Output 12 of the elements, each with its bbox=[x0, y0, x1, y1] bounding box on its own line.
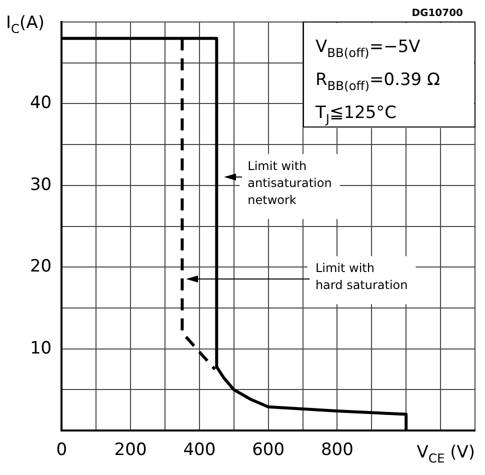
x-tick-label: 200 bbox=[114, 440, 147, 460]
x-tick-label: 800 bbox=[320, 440, 354, 460]
x-tick-label: 600 bbox=[252, 440, 285, 460]
x-tick-label: 0 bbox=[56, 440, 68, 460]
y-tick-label: 20 bbox=[30, 256, 52, 277]
y-tick-label: 10 bbox=[30, 338, 52, 358]
y-tick-label: 40 bbox=[30, 93, 52, 114]
text: DG10700 bbox=[412, 8, 464, 19]
annotation: Limit with hard saturation bbox=[315, 261, 408, 292]
y-tick-label: 30 bbox=[30, 174, 52, 195]
annotation: Limit with antisaturation network bbox=[248, 159, 332, 208]
x-tick-label: 400 bbox=[183, 440, 216, 460]
